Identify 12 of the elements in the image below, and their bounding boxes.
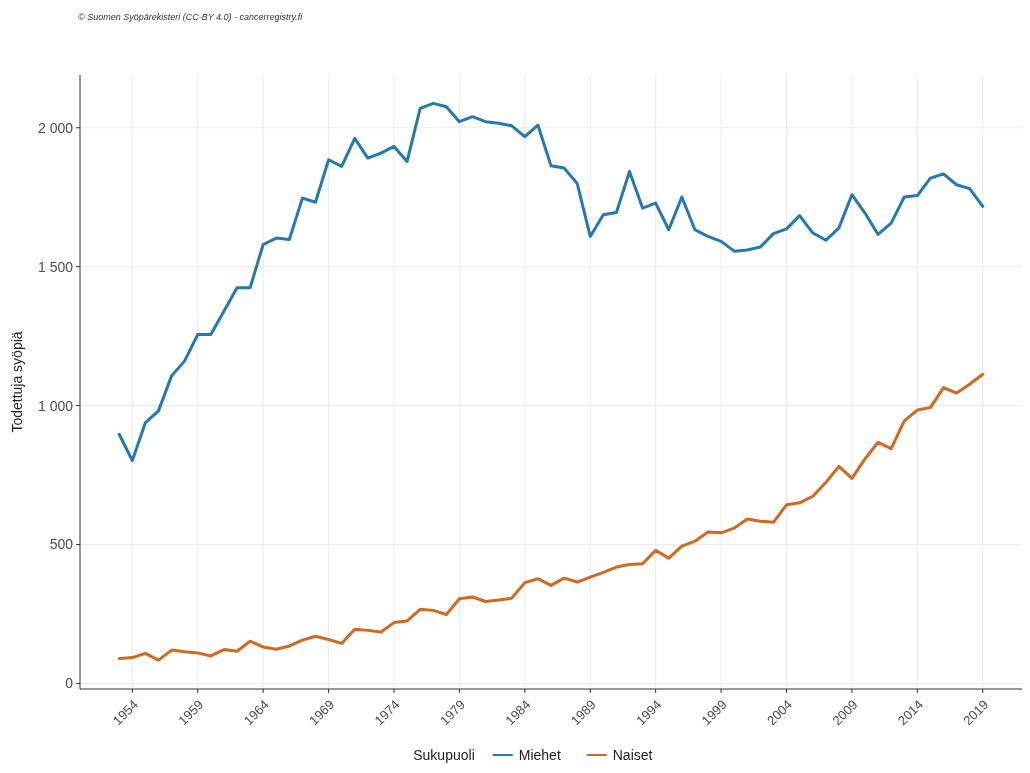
- y-tick-label: 500: [49, 536, 74, 553]
- legend-label: Naiset: [612, 747, 653, 763]
- line-series: [117, 372, 985, 662]
- y-tick-label: 2 000: [37, 119, 74, 136]
- y-tick-label: 1 000: [37, 397, 74, 414]
- line-series: [117, 101, 985, 463]
- legend-title: Sukupuoli: [413, 747, 475, 763]
- y-tick-label: 0: [65, 675, 74, 692]
- y-tick-label: 1 500: [37, 258, 74, 275]
- text: © Suomen Syöpärekisteri (CC-BY 4.0) - cancerregistry.fi: [78, 12, 304, 22]
- legend-label: Miehet: [518, 747, 561, 763]
- y-axis-title: Todettuja syöpiä: [9, 331, 25, 433]
